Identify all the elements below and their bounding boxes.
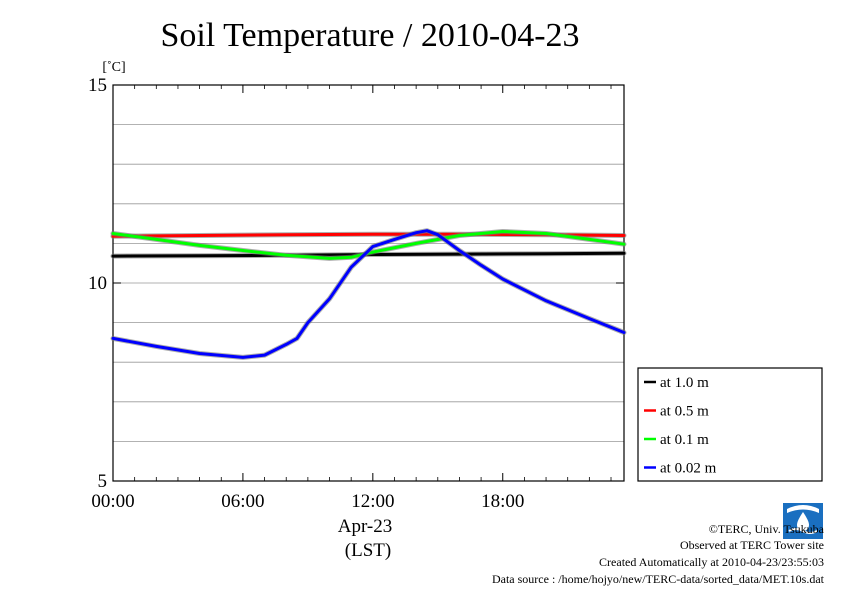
legend-label: at 0.02 m [660, 461, 717, 477]
axis-ticks: 5 10 15 00:00 06:00 12:00 18:00 [88, 75, 624, 512]
footer-source: Data source : /home/hojyo/new/TERC-data/… [491, 572, 824, 586]
legend-label: at 1.0 m [660, 375, 709, 391]
footer-created: Created Automatically at 2010-04-23/23:5… [599, 555, 824, 569]
footer-observed: Observed at TERC Tower site [679, 538, 824, 552]
x-tick-label: 12:00 [351, 491, 394, 512]
legend-label: at 0.5 m [660, 404, 709, 420]
terc-logo [783, 503, 823, 539]
gridlines [113, 124, 624, 442]
y-tick-label: 10 [88, 273, 107, 294]
legend-label: at 0.1 m [660, 432, 709, 448]
series-line [111, 229, 626, 359]
legend-box [637, 367, 823, 482]
y-tick-label: 5 [98, 471, 108, 492]
chart-title: Soil Temperature / 2010-04-23 [160, 17, 579, 54]
series-lines [110, 228, 627, 360]
x-tick-label: 18:00 [481, 491, 524, 512]
legend: at 1.0 m at 0.5 m at 0.1 m at 0.02 m [637, 367, 823, 482]
x-axis-date-label: Apr-23 [338, 516, 393, 537]
footer-copyright: ©TERC, Univ. Tsukuba [708, 522, 824, 536]
y-tick-label: 15 [88, 75, 107, 96]
y-axis-unit: [˚C] [102, 60, 125, 75]
x-tick-label: 00:00 [91, 491, 134, 512]
x-tick-label: 06:00 [221, 491, 264, 512]
x-axis-timezone-label: (LST) [345, 540, 391, 561]
